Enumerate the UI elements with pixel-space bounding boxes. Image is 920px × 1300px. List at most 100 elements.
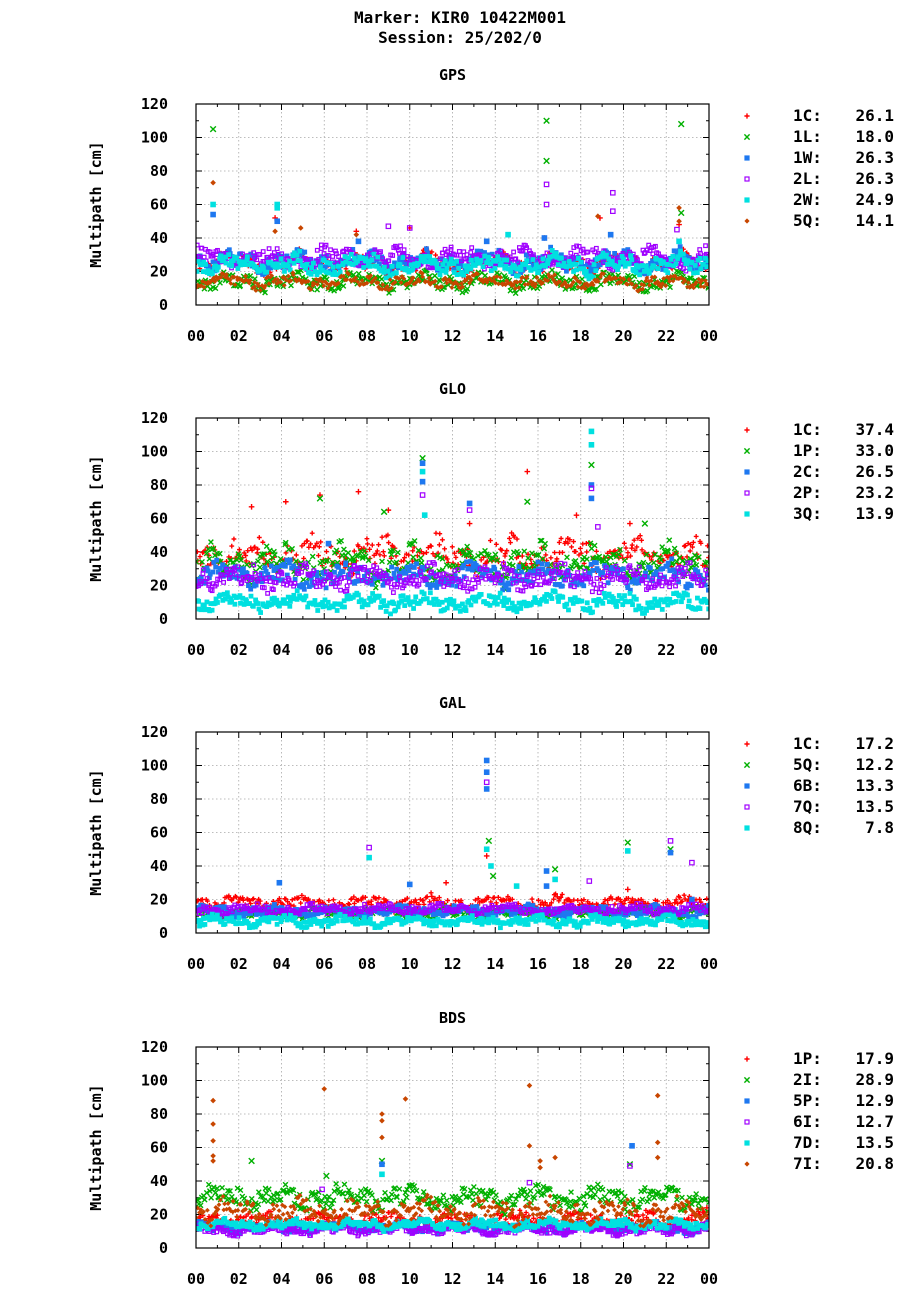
legend-series-name: 2W: bbox=[793, 190, 822, 209]
data-point bbox=[594, 265, 599, 271]
outlier-point bbox=[419, 454, 426, 462]
data-point bbox=[621, 276, 627, 282]
x-tick-label: 04 bbox=[272, 955, 290, 973]
data-point bbox=[395, 604, 401, 610]
data-point bbox=[365, 602, 371, 608]
data-point bbox=[668, 600, 673, 606]
data-point bbox=[294, 269, 301, 276]
data-point bbox=[476, 579, 481, 585]
data-point bbox=[346, 902, 352, 907]
data-point bbox=[336, 272, 342, 278]
data-point bbox=[512, 290, 519, 297]
data-point bbox=[670, 254, 676, 259]
data-point bbox=[256, 535, 262, 540]
data-point bbox=[362, 894, 368, 900]
data-point bbox=[309, 579, 315, 585]
data-point bbox=[436, 542, 442, 548]
data-point bbox=[511, 607, 517, 613]
data-point bbox=[251, 275, 258, 282]
data-point bbox=[297, 252, 303, 258]
legend-series-value: 13.9 bbox=[855, 504, 894, 523]
data-point bbox=[336, 574, 342, 579]
data-point bbox=[426, 600, 432, 606]
data-point bbox=[643, 271, 649, 277]
data-point bbox=[647, 565, 653, 571]
data-point bbox=[652, 596, 658, 602]
data-point bbox=[468, 257, 474, 263]
data-point bbox=[535, 552, 542, 558]
outlier-point bbox=[419, 478, 426, 485]
data-point bbox=[549, 568, 555, 574]
x-tick-label: 14 bbox=[486, 641, 504, 659]
data-point bbox=[699, 582, 705, 588]
data-point bbox=[701, 578, 706, 584]
data-point bbox=[370, 278, 376, 283]
data-point bbox=[210, 569, 216, 575]
data-point bbox=[442, 258, 448, 264]
data-point bbox=[590, 265, 595, 270]
data-point bbox=[562, 256, 568, 262]
data-point bbox=[543, 263, 548, 269]
data-point bbox=[587, 269, 593, 274]
data-point bbox=[307, 584, 312, 589]
data-point bbox=[308, 287, 314, 292]
data-point bbox=[542, 900, 548, 906]
outlier-point bbox=[588, 461, 595, 469]
data-point bbox=[271, 600, 276, 606]
data-point bbox=[516, 285, 522, 291]
data-point bbox=[448, 279, 453, 285]
data-point bbox=[640, 559, 647, 566]
data-point bbox=[537, 537, 544, 544]
data-point bbox=[391, 601, 397, 607]
data-point bbox=[675, 901, 680, 906]
data-point bbox=[286, 273, 291, 279]
data-point bbox=[600, 250, 606, 256]
data-point bbox=[235, 266, 241, 271]
data-point bbox=[421, 902, 427, 907]
data-point bbox=[393, 559, 400, 566]
data-point bbox=[304, 261, 310, 267]
data-point bbox=[325, 599, 331, 605]
data-point bbox=[470, 567, 475, 573]
data-point bbox=[388, 611, 393, 617]
data-point bbox=[217, 279, 223, 286]
data-point bbox=[525, 572, 531, 578]
data-point bbox=[249, 547, 255, 553]
data-point bbox=[588, 561, 594, 567]
data-point bbox=[282, 563, 288, 569]
data-point bbox=[369, 542, 375, 548]
data-point bbox=[266, 246, 272, 252]
data-point bbox=[464, 252, 470, 258]
data-point bbox=[630, 602, 635, 608]
data-point bbox=[247, 898, 253, 903]
data-point bbox=[545, 261, 551, 267]
data-point bbox=[453, 576, 459, 582]
data-point bbox=[635, 264, 641, 270]
data-point bbox=[662, 254, 667, 260]
data-point bbox=[667, 584, 673, 590]
data-point bbox=[217, 566, 223, 571]
data-point bbox=[533, 281, 538, 287]
data-point bbox=[699, 277, 705, 283]
data-point bbox=[346, 271, 352, 277]
data-point bbox=[520, 588, 526, 594]
data-point bbox=[245, 548, 251, 554]
data-point bbox=[465, 580, 471, 586]
data-point bbox=[639, 537, 644, 543]
data-point bbox=[293, 552, 299, 558]
outlier-point bbox=[355, 488, 362, 495]
data-point bbox=[210, 545, 217, 552]
data-point bbox=[198, 607, 204, 613]
data-point bbox=[705, 600, 709, 605]
data-point bbox=[597, 262, 603, 268]
data-point bbox=[439, 599, 445, 605]
data-point bbox=[664, 596, 670, 602]
data-point bbox=[514, 609, 520, 615]
data-point bbox=[281, 282, 287, 288]
data-point bbox=[587, 571, 593, 577]
data-point bbox=[609, 259, 615, 265]
data-point bbox=[252, 544, 258, 550]
data-point bbox=[355, 270, 362, 277]
data-point bbox=[416, 582, 422, 587]
data-point bbox=[337, 571, 343, 577]
